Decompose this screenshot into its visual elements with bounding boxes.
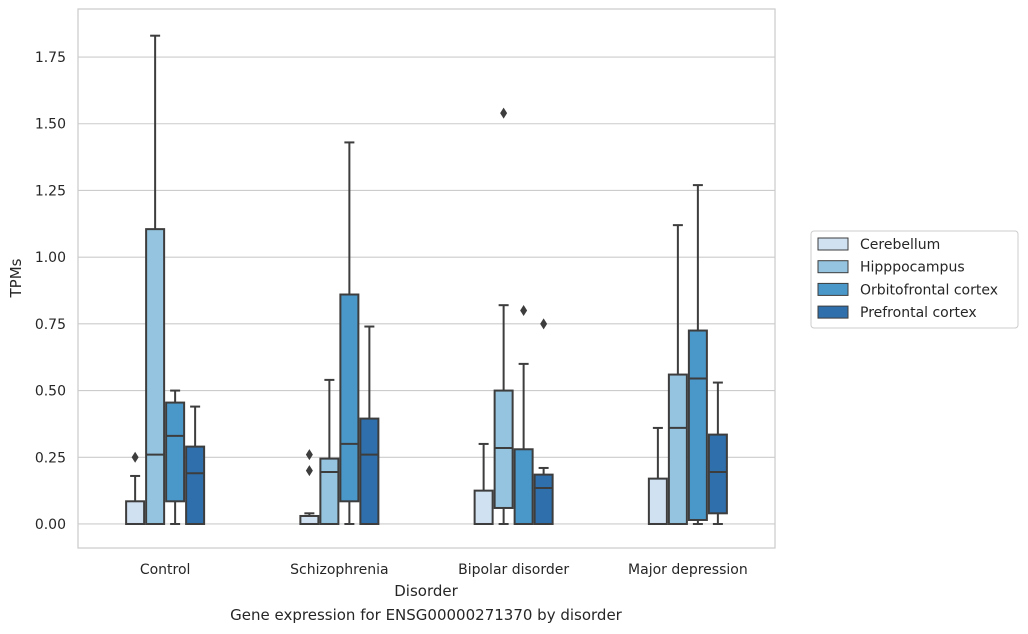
box-hipppocampus xyxy=(319,378,340,525)
x-axis-ticks: Control Schizophrenia Bipolar disorder Majo… xyxy=(140,562,748,578)
y-tick-label: 0.25 xyxy=(35,450,66,466)
y-tick-label: 0.50 xyxy=(35,384,66,400)
x-axis-title: Disorder xyxy=(394,582,458,600)
x-tick-label: Major depression xyxy=(628,562,748,578)
box-prefrontal-cortex xyxy=(359,325,380,525)
box-body xyxy=(493,389,514,509)
box-body xyxy=(687,329,708,521)
legend-label: Prefrontal cortex xyxy=(860,305,977,321)
y-tick-label: 0.75 xyxy=(35,317,66,333)
box-orbitofrontal-cortex xyxy=(339,141,360,525)
y-tick-label: 1.75 xyxy=(35,50,66,66)
y-tick-label: 1.25 xyxy=(35,183,66,199)
outlier-point xyxy=(520,305,528,317)
box-cerebellum xyxy=(473,442,494,525)
box-body xyxy=(647,477,668,525)
legend-swatch xyxy=(817,237,849,251)
box-cerebellum xyxy=(647,426,668,525)
outlier-point xyxy=(305,449,313,461)
box-body xyxy=(299,514,320,525)
x-tick-label: Bipolar disorder xyxy=(458,562,569,578)
legend-swatch xyxy=(817,260,849,274)
box-cerebellum xyxy=(299,449,320,525)
box-cerebellum xyxy=(125,451,146,525)
outlier-point xyxy=(305,465,313,477)
box-body xyxy=(165,401,186,503)
outlier-point xyxy=(131,451,139,463)
box-prefrontal-cortex xyxy=(707,381,728,525)
box-orbitofrontal-cortex xyxy=(687,184,708,525)
legend-label: Orbitofrontal cortex xyxy=(860,282,998,298)
box-body xyxy=(473,489,494,525)
box-body xyxy=(185,445,206,525)
box-body xyxy=(319,457,340,525)
outlier-point xyxy=(540,318,548,330)
box-body xyxy=(145,228,166,525)
box-orbitofrontal-cortex xyxy=(513,305,534,525)
y-tick-label: 1.50 xyxy=(35,117,66,133)
legend-swatch xyxy=(817,305,849,319)
box-body xyxy=(667,373,688,525)
figure-caption: Gene expression for ENSG00000271370 by d… xyxy=(230,606,622,624)
box-body xyxy=(125,500,146,525)
legend-label: Hipppocampus xyxy=(860,260,965,276)
box-hipppocampus xyxy=(667,224,688,525)
legend-swatch xyxy=(817,282,849,296)
y-tick-label: 1.00 xyxy=(35,250,66,266)
x-tick-label: Schizophrenia xyxy=(290,562,388,578)
box-body xyxy=(339,293,360,503)
box-hipppocampus xyxy=(145,34,166,525)
legend-label: Cerebellum xyxy=(860,237,940,253)
box-body xyxy=(513,448,534,525)
box-body xyxy=(359,417,380,525)
y-axis-title: TPMs xyxy=(7,258,25,298)
x-tick-label: Control xyxy=(140,562,191,578)
box-body xyxy=(707,433,728,515)
y-tick-label: 0.00 xyxy=(35,517,66,533)
outlier-point xyxy=(500,107,508,119)
box-prefrontal-cortex xyxy=(533,318,554,525)
plot-frame xyxy=(77,8,776,549)
y-axis-ticks: 0.00 0.25 0.50 0.75 1.00 1.25 1.50 1.75 xyxy=(35,50,66,533)
box-body xyxy=(533,473,554,525)
legend-frame xyxy=(810,230,1019,329)
legend: Cerebellum Hipppocampus Orbitofrontal cort… xyxy=(810,230,1019,329)
box-groups xyxy=(125,34,728,525)
box-orbitofrontal-cortex xyxy=(165,389,186,525)
box-prefrontal-cortex xyxy=(185,405,206,525)
box-hipppocampus xyxy=(493,107,514,525)
